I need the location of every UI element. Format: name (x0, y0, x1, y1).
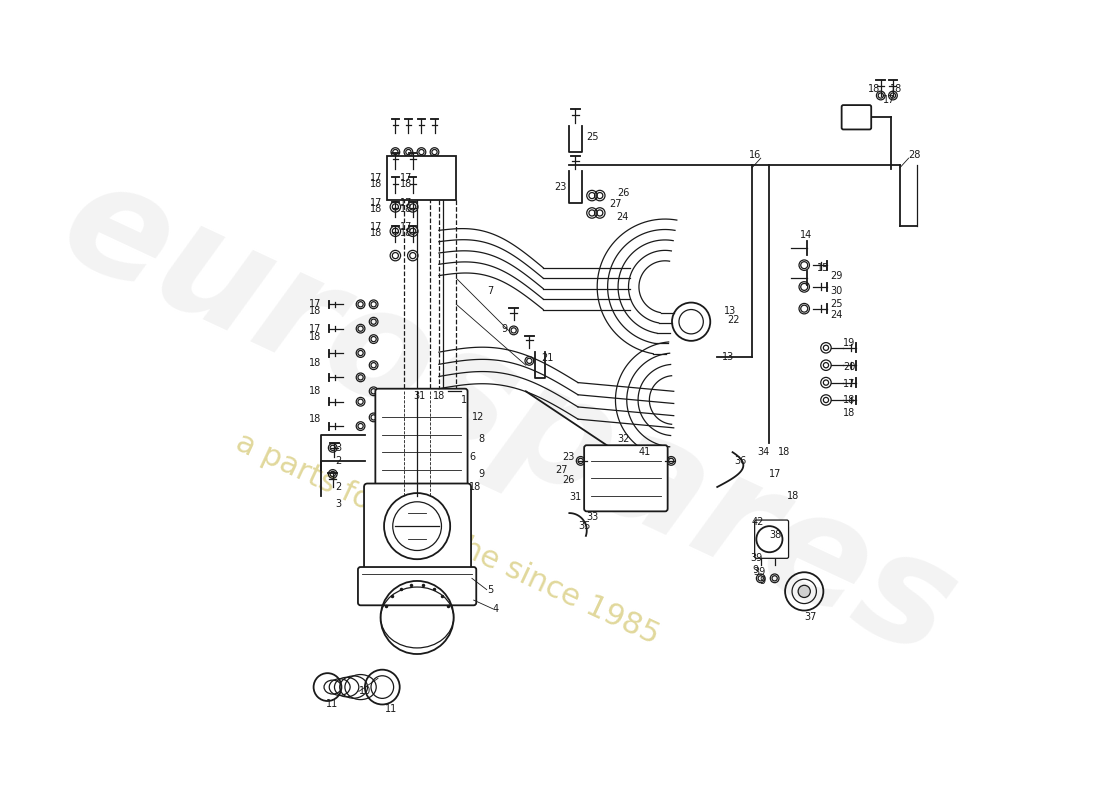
Text: 17: 17 (399, 198, 412, 207)
Text: 12: 12 (472, 412, 484, 422)
Text: 29: 29 (830, 271, 843, 282)
Text: 3: 3 (336, 499, 341, 510)
Text: 23: 23 (562, 451, 574, 462)
Bar (387, 157, 456, 200)
Text: 5: 5 (486, 585, 493, 594)
Text: 39: 39 (752, 567, 766, 578)
Text: 9: 9 (759, 576, 766, 586)
Text: 42: 42 (752, 517, 764, 526)
Text: 17: 17 (399, 173, 412, 183)
Text: 9: 9 (478, 469, 484, 479)
Text: eurospares: eurospares (40, 146, 978, 689)
Text: 27: 27 (556, 465, 568, 474)
Text: 26: 26 (562, 475, 574, 485)
Text: 11: 11 (385, 704, 397, 714)
Text: 18: 18 (309, 306, 321, 316)
Text: 30: 30 (830, 286, 843, 296)
Circle shape (799, 586, 811, 598)
Text: 8: 8 (478, 434, 484, 444)
FancyBboxPatch shape (364, 483, 471, 578)
Text: 25: 25 (586, 132, 600, 142)
Text: 35: 35 (578, 521, 591, 531)
Text: 9: 9 (752, 565, 758, 574)
Text: 20: 20 (844, 362, 856, 372)
Text: 18: 18 (844, 395, 856, 405)
Text: 16: 16 (748, 150, 761, 160)
Text: 17: 17 (844, 379, 856, 390)
Text: 39: 39 (750, 554, 762, 563)
Text: 18: 18 (778, 447, 791, 457)
Text: 24: 24 (616, 212, 629, 222)
Text: 7: 7 (486, 286, 493, 296)
Text: 17: 17 (370, 222, 383, 232)
Text: 2: 2 (336, 482, 341, 492)
Text: 17: 17 (883, 95, 895, 105)
Text: 17: 17 (399, 222, 412, 232)
Text: 1: 1 (461, 395, 466, 405)
Text: 23: 23 (554, 182, 566, 192)
Text: 13: 13 (723, 351, 735, 362)
Text: 17: 17 (769, 469, 782, 479)
Text: 41: 41 (639, 447, 651, 457)
Text: 19: 19 (844, 338, 856, 349)
Text: 17: 17 (309, 299, 321, 310)
Text: 18: 18 (399, 228, 412, 238)
Text: 28: 28 (909, 150, 921, 160)
Text: 32: 32 (617, 434, 629, 444)
Text: 18: 18 (890, 83, 903, 94)
Text: 17: 17 (370, 198, 383, 207)
Text: 26: 26 (617, 188, 629, 198)
Text: a parts for Porsche since 1985: a parts for Porsche since 1985 (231, 428, 664, 650)
Text: 25: 25 (830, 299, 843, 310)
Text: 18: 18 (399, 204, 412, 214)
Text: 18: 18 (370, 228, 383, 238)
Text: 18: 18 (399, 179, 412, 190)
FancyBboxPatch shape (842, 105, 871, 130)
Text: 22: 22 (728, 315, 740, 325)
Text: 14: 14 (800, 230, 812, 240)
Text: 18: 18 (470, 482, 482, 492)
Text: 27: 27 (609, 199, 622, 210)
Text: 34: 34 (757, 447, 770, 457)
Text: 38: 38 (769, 530, 782, 540)
Text: 18: 18 (370, 204, 383, 214)
Text: 15: 15 (817, 262, 829, 273)
Text: 18: 18 (868, 83, 880, 94)
Text: 18: 18 (844, 408, 856, 418)
Text: 18: 18 (370, 179, 383, 190)
FancyBboxPatch shape (358, 567, 476, 606)
Text: 31: 31 (570, 493, 582, 502)
FancyBboxPatch shape (375, 389, 468, 498)
Text: 4: 4 (493, 604, 499, 614)
Text: 3: 3 (336, 443, 341, 453)
Text: 18: 18 (432, 390, 444, 401)
Text: 21: 21 (541, 354, 554, 363)
Text: 6: 6 (470, 451, 475, 462)
Text: 13: 13 (724, 306, 736, 316)
Text: 2: 2 (336, 456, 341, 466)
Text: 18: 18 (786, 490, 799, 501)
FancyBboxPatch shape (755, 520, 789, 558)
Text: 33: 33 (586, 513, 600, 522)
Text: 18: 18 (309, 332, 321, 342)
Text: 17: 17 (309, 324, 321, 334)
Text: 18: 18 (309, 414, 321, 424)
Text: 10: 10 (359, 686, 371, 697)
Text: 9: 9 (502, 324, 507, 334)
Text: 11: 11 (326, 699, 338, 710)
Text: 18: 18 (309, 358, 321, 369)
Text: 31: 31 (414, 390, 426, 401)
Text: 24: 24 (830, 310, 843, 320)
Text: 37: 37 (804, 613, 816, 622)
Text: 36: 36 (735, 456, 747, 466)
Text: 17: 17 (370, 173, 383, 183)
Text: 18: 18 (309, 386, 321, 396)
FancyBboxPatch shape (584, 446, 668, 511)
